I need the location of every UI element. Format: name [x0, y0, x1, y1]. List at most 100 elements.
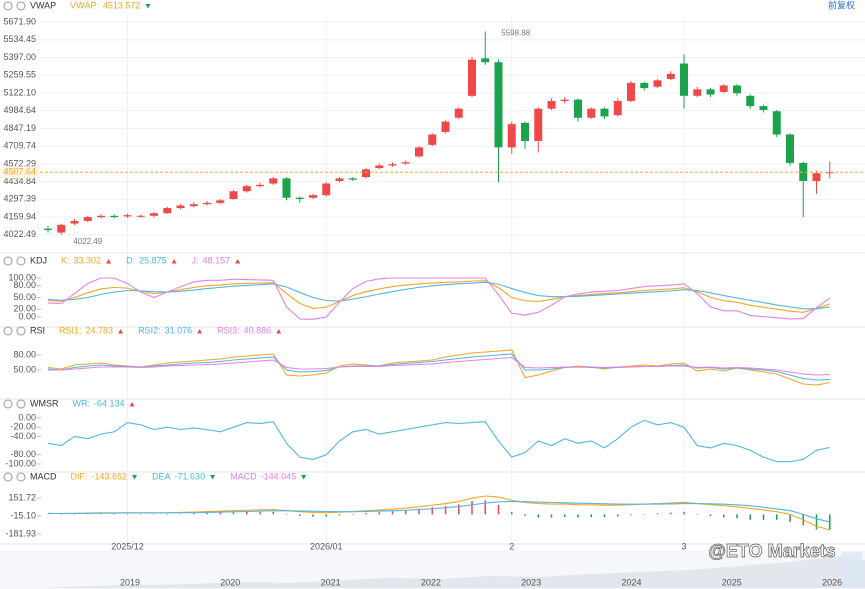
histogram-bar — [206, 512, 208, 515]
candle-body — [574, 99, 582, 118]
navigator-label: 2026 — [822, 577, 842, 587]
y-tick-label: 5671.90 — [3, 16, 36, 26]
histogram-bar — [352, 514, 354, 515]
close-icon[interactable] — [16, 472, 26, 482]
legend-value: 33.302 — [74, 255, 102, 265]
settings-icon[interactable] — [3, 326, 13, 336]
candle-body — [44, 228, 52, 230]
x-tick-label: 2025/12 — [111, 541, 144, 551]
settings-icon[interactable] — [3, 256, 13, 266]
close-icon[interactable] — [16, 326, 26, 336]
legend-name: RSI2: — [138, 325, 161, 335]
candle-body — [216, 200, 225, 203]
y-tick-label: 4297.39 — [3, 194, 36, 204]
adjust-label[interactable]: 前复权 — [828, 0, 855, 10]
candle-body — [481, 58, 490, 63]
settings-icon[interactable] — [3, 472, 13, 482]
histogram-bar — [696, 514, 698, 515]
price-label: 4507.64 — [3, 167, 36, 177]
close-icon[interactable] — [16, 399, 26, 409]
y-tick-label: 0.00 — [18, 412, 36, 422]
candle-body — [401, 162, 410, 164]
navigator-area — [40, 556, 865, 588]
candle-body — [507, 124, 516, 148]
trend-up — [106, 259, 112, 264]
histogram-bar — [524, 514, 526, 516]
histogram-bar — [166, 514, 168, 515]
y-tick-label: -100.00 — [5, 458, 36, 468]
candle-body — [97, 215, 105, 218]
legend-name: WR: — [73, 398, 91, 408]
candle-body — [547, 100, 556, 109]
histogram-bar — [87, 513, 89, 515]
candle-body — [309, 195, 317, 198]
trend-up — [235, 259, 241, 264]
histogram-bar — [564, 514, 566, 517]
y-tick-label: 100.00 — [8, 272, 36, 282]
close-icon[interactable] — [16, 1, 26, 11]
legend-value: 25.875 — [139, 255, 167, 265]
y-tick-label: 50.00 — [13, 364, 36, 374]
histogram-bar — [762, 514, 765, 520]
y-tick-label: 5259.55 — [3, 70, 36, 80]
indicator-line — [47, 280, 830, 313]
histogram-bar — [723, 514, 725, 518]
histogram-bar — [259, 511, 261, 515]
legend-value: 40.886 — [244, 325, 272, 335]
histogram-bar — [140, 514, 142, 515]
histogram-bar — [444, 506, 447, 515]
histogram-bar — [458, 504, 460, 515]
candle-body — [719, 85, 728, 92]
navigator-window[interactable] — [842, 552, 862, 588]
legend-name: DIF: — [71, 471, 88, 481]
indicator-line — [48, 500, 830, 523]
candle-body — [468, 59, 476, 96]
settings-icon[interactable] — [3, 1, 13, 11]
histogram-bar — [47, 513, 49, 515]
histogram-bar — [643, 514, 645, 515]
indicator-title: MACD — [30, 471, 57, 481]
legend-value: -144.045 — [261, 471, 297, 481]
candle-body — [441, 121, 450, 132]
histogram-bar — [497, 504, 500, 515]
histogram-bar — [60, 514, 62, 515]
candle-body — [322, 183, 331, 196]
y-tick-label: 4847.19 — [3, 123, 36, 133]
candle-body — [150, 213, 158, 216]
legend-name: RSI1: — [59, 325, 82, 335]
trend-down — [132, 475, 138, 480]
candle-body — [521, 122, 529, 141]
navigator-label: 2021 — [321, 577, 341, 587]
histogram-bar — [113, 513, 115, 515]
histogram-bar — [153, 514, 155, 515]
navigator-label: 2023 — [521, 577, 541, 587]
candle-body — [256, 184, 264, 187]
histogram-bar — [590, 514, 592, 518]
histogram-bar — [630, 514, 632, 516]
y-tick-label: 4709.74 — [3, 141, 36, 151]
candle-body — [70, 220, 79, 224]
histogram-bar — [100, 513, 102, 515]
histogram-bar — [338, 514, 341, 516]
y-tick-label: 20.00 — [13, 304, 36, 314]
y-tick-label: 80.00 — [13, 280, 36, 290]
navigator-label: 2020 — [220, 577, 240, 587]
close-icon[interactable] — [16, 256, 26, 266]
candle-body — [812, 173, 821, 181]
histogram-bar — [232, 512, 235, 515]
histogram-bar — [73, 514, 76, 515]
candle-body — [759, 106, 768, 110]
histogram-bar — [749, 514, 751, 520]
candle-body — [587, 108, 596, 118]
candle-body — [428, 134, 437, 145]
candle-body — [666, 73, 675, 80]
settings-icon[interactable] — [3, 399, 13, 409]
legend-name: J: — [192, 255, 199, 265]
histogram-bar — [829, 514, 831, 530]
histogram-bar — [776, 514, 778, 520]
candle-body — [640, 82, 649, 89]
histogram-bar — [405, 510, 407, 515]
y-tick-label: 4022.49 — [3, 229, 36, 239]
